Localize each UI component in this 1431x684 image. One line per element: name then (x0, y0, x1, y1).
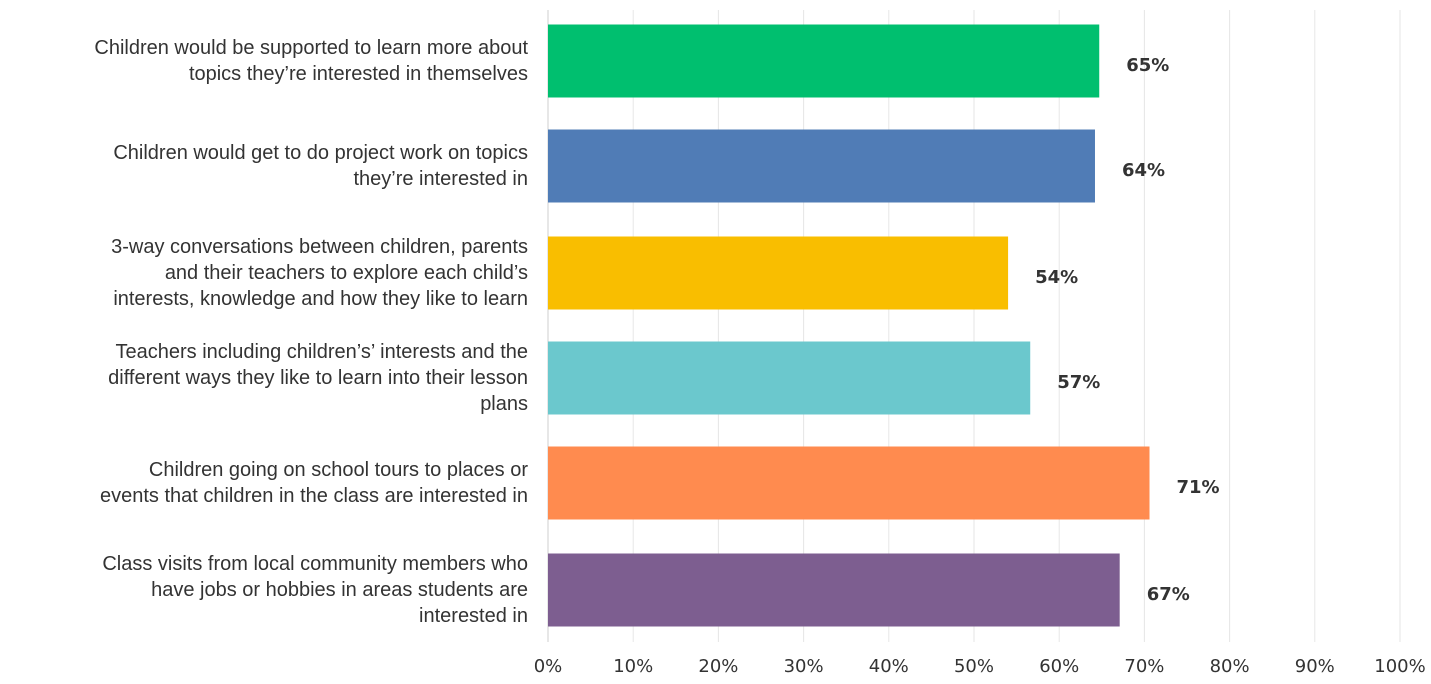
category-label: Children would be supported to learn mor… (94, 37, 528, 85)
x-tick-label: 60% (1039, 656, 1079, 677)
x-tick-label: 70% (1124, 656, 1164, 677)
bar-value-label: 54% (1035, 267, 1078, 288)
bar-value-label: 67% (1147, 584, 1190, 605)
bar-value-label: 65% (1126, 55, 1169, 76)
bar (548, 236, 1009, 310)
category-label: Children would get to do project work on… (113, 142, 528, 190)
category-label: Children going on school tours to places… (99, 459, 528, 507)
x-tick-label: 40% (869, 656, 909, 677)
x-tick-label: 10% (613, 656, 653, 677)
bar (548, 129, 1095, 203)
x-tick-label: 30% (784, 656, 824, 677)
x-tick-label: 100% (1374, 656, 1425, 677)
category-label: Class visits from local community member… (102, 553, 528, 627)
bar-value-label: 64% (1122, 160, 1165, 181)
bar (548, 446, 1150, 520)
x-tick-label: 20% (698, 656, 738, 677)
bar (548, 553, 1120, 627)
category-label: Teachers including children’s’ interests… (108, 341, 528, 415)
category-label: 3-way conversations between children, pa… (111, 236, 528, 310)
x-tick-label: 50% (954, 656, 994, 677)
x-tick-label: 80% (1210, 656, 1250, 677)
bar (548, 341, 1031, 415)
bar (548, 24, 1100, 98)
bar-value-label: 71% (1177, 477, 1220, 498)
bar-value-label: 57% (1057, 372, 1100, 393)
x-tick-label: 90% (1295, 656, 1335, 677)
x-tick-label: 0% (534, 656, 563, 677)
